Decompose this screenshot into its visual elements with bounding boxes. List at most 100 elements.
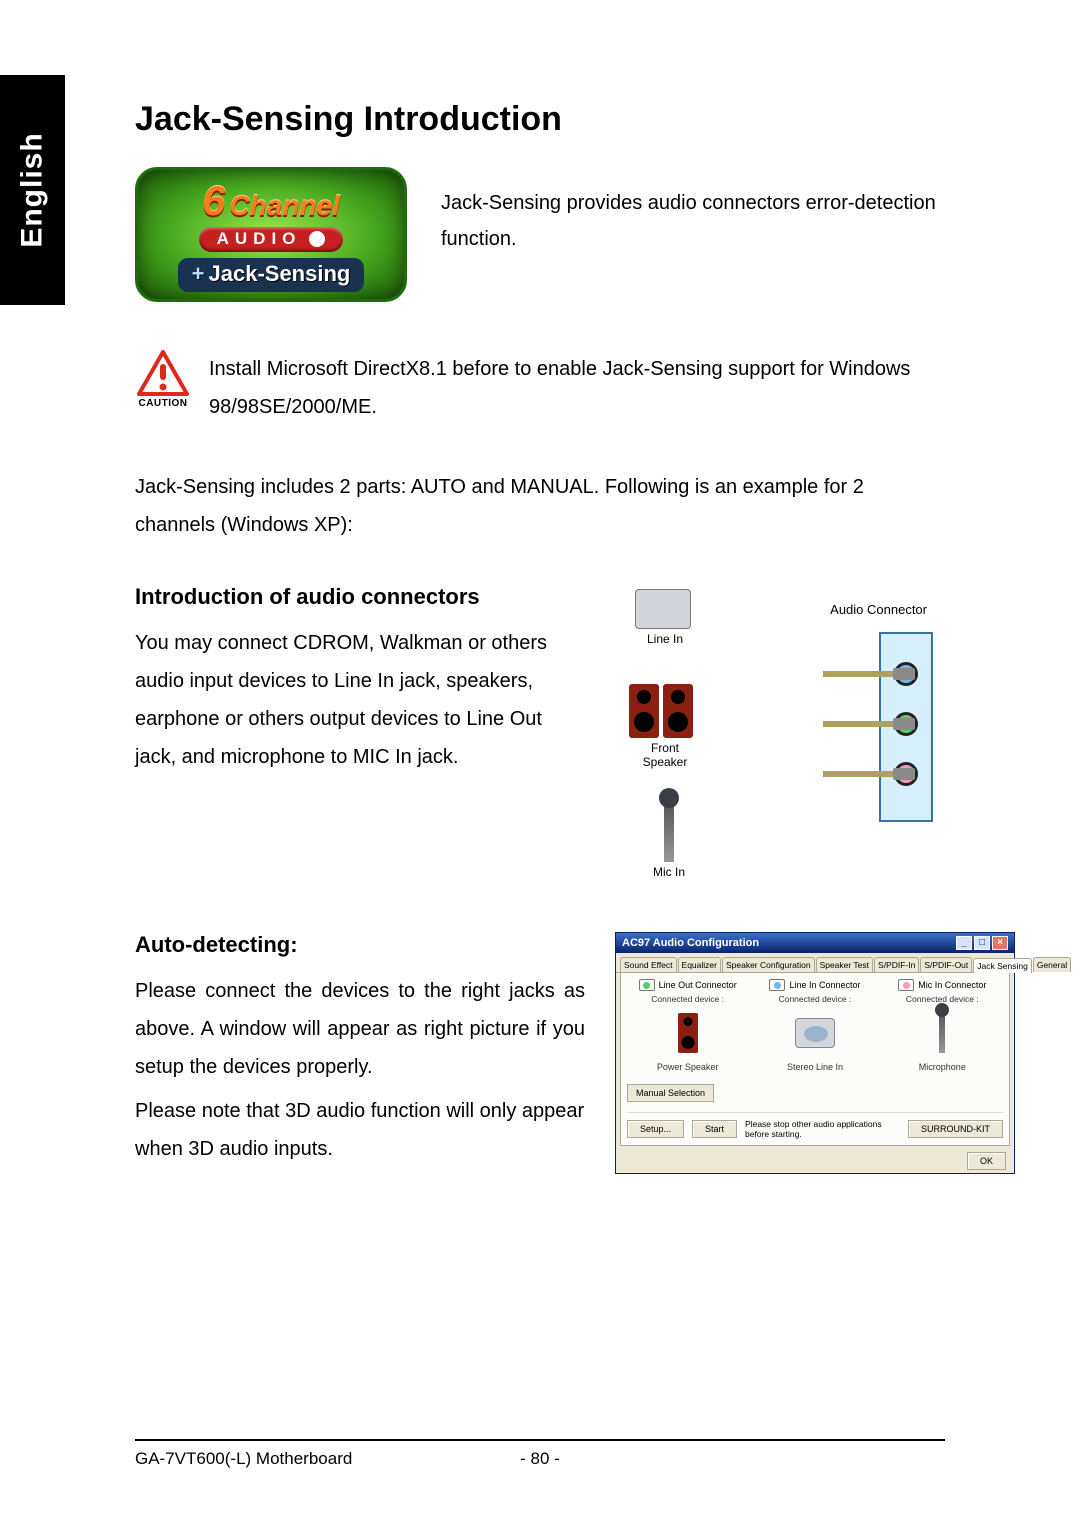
tab-strip: Sound Effect Equalizer Speaker Configura… bbox=[616, 953, 1014, 973]
language-label: English bbox=[16, 132, 50, 247]
caution-icon: CAUTION bbox=[135, 350, 191, 409]
mic-device: Mic In bbox=[641, 802, 697, 879]
start-button[interactable]: Start bbox=[692, 1120, 737, 1138]
autodetect-text-col: Auto-detecting: Please connect the devic… bbox=[135, 932, 585, 1174]
line-in-device: Stereo Line In bbox=[754, 1062, 875, 1072]
line-out-pic bbox=[627, 1008, 748, 1058]
connectors-text-col: Introduction of audio connectors You may… bbox=[135, 584, 585, 884]
note-text: Please stop other audio applications bef… bbox=[745, 1119, 900, 1139]
line-out-header: Line Out Connector bbox=[627, 979, 748, 991]
cdrom-device: Line In bbox=[635, 589, 695, 646]
line-out-jack-icon bbox=[639, 979, 655, 991]
two-parts-text: Jack-Sensing includes 2 parts: AUTO and … bbox=[135, 468, 945, 544]
six-channel-badge: 6 Channel AUDIO +Jack-Sensing bbox=[135, 167, 407, 302]
mic-in-jack-icon bbox=[898, 979, 914, 991]
line-out-header-text: Line Out Connector bbox=[659, 980, 737, 990]
language-side-tab: English bbox=[0, 75, 65, 305]
surround-kit-button[interactable]: SURROUND-KIT bbox=[908, 1120, 1003, 1138]
line-out-sub: Connected device : bbox=[627, 994, 748, 1004]
badge-jacksensing-label: Jack-Sensing bbox=[209, 261, 351, 286]
badge-six: 6 bbox=[202, 177, 225, 225]
line-in-text: Line In bbox=[635, 632, 695, 646]
setup-button[interactable]: Setup... bbox=[627, 1120, 684, 1138]
tab-general[interactable]: General bbox=[1033, 957, 1071, 972]
tab-jack-sensing[interactable]: Jack Sensing bbox=[973, 958, 1032, 973]
mic-in-header: Mic In Connector bbox=[882, 979, 1003, 991]
connectors-body: You may connect CDROM, Walkman or others… bbox=[135, 624, 585, 776]
connector-columns: Line Out Connector Connected device : Po… bbox=[627, 979, 1003, 1072]
connectors-diagram-col: Audio Connector Line In Front Speaker bbox=[615, 584, 945, 884]
caution-row: CAUTION Install Microsoft DirectX8.1 bef… bbox=[135, 350, 945, 426]
footer-left: GA-7VT600(-L) Motherboard bbox=[135, 1449, 480, 1469]
ok-row: OK bbox=[616, 1150, 1014, 1173]
line-out-device: Power Speaker bbox=[627, 1062, 748, 1072]
caution-text: Install Microsoft DirectX8.1 before to e… bbox=[209, 350, 945, 426]
ac97-window: AC97 Audio Configuration _ □ × Sound Eff… bbox=[615, 932, 1015, 1174]
page-title: Jack-Sensing Introduction bbox=[135, 100, 945, 139]
col-line-out: Line Out Connector Connected device : Po… bbox=[627, 979, 748, 1072]
connectors-diagram: Audio Connector Line In Front Speaker bbox=[615, 584, 945, 884]
badge-audio-label: AUDIO bbox=[217, 229, 302, 249]
footer-page-number: - 80 - bbox=[480, 1449, 600, 1469]
autodetect-screenshot-col: AC97 Audio Configuration _ □ × Sound Eff… bbox=[615, 932, 945, 1174]
window-title: AC97 Audio Configuration bbox=[622, 937, 759, 949]
line-out-plug bbox=[823, 721, 893, 727]
tab-sound-effect[interactable]: Sound Effect bbox=[620, 957, 677, 972]
window-buttons: _ □ × bbox=[956, 936, 1008, 950]
mic-in-device: Microphone bbox=[882, 1062, 1003, 1072]
front-speaker-text: Front Speaker bbox=[629, 741, 701, 769]
speaker-device: Front Speaker bbox=[629, 684, 701, 769]
autodetect-title: Auto-detecting: bbox=[135, 932, 585, 958]
speaker-icon bbox=[309, 231, 325, 247]
ac97-panel-body: Line Out Connector Connected device : Po… bbox=[620, 973, 1010, 1146]
bottom-button-row: Setup... Start Please stop other audio a… bbox=[627, 1112, 1003, 1139]
intro-row: 6 Channel AUDIO +Jack-Sensing Jack-Sensi… bbox=[135, 167, 945, 302]
minimize-button[interactable]: _ bbox=[956, 936, 972, 950]
caution-label: CAUTION bbox=[138, 398, 187, 409]
mic-in-header-text: Mic In Connector bbox=[918, 980, 986, 990]
line-in-header-text: Line In Connector bbox=[789, 980, 860, 990]
cdrom-icon bbox=[795, 1018, 835, 1048]
warning-triangle-icon bbox=[137, 350, 189, 396]
line-in-sub: Connected device : bbox=[754, 994, 875, 1004]
tab-speaker-test[interactable]: Speaker Test bbox=[816, 957, 873, 972]
badge-plus: + bbox=[192, 261, 205, 286]
manual-selection-button[interactable]: Manual Selection bbox=[627, 1084, 714, 1102]
tab-spdif-in[interactable]: S/PDIF-In bbox=[874, 957, 919, 972]
line-in-pic bbox=[754, 1008, 875, 1058]
autodetect-section: Auto-detecting: Please connect the devic… bbox=[135, 932, 945, 1174]
badge-channel-text: Channel bbox=[229, 190, 339, 222]
tab-speaker-config[interactable]: Speaker Configuration bbox=[722, 957, 815, 972]
mic-in-pic bbox=[882, 1008, 1003, 1058]
autodetect-body-p1: Please connect the devices to the right … bbox=[135, 972, 585, 1086]
mic-in-text: Mic In bbox=[641, 865, 697, 879]
badge-audio-pill: AUDIO bbox=[199, 227, 344, 252]
page-content: Jack-Sensing Introduction 6 Channel AUDI… bbox=[135, 100, 945, 1222]
connectors-title: Introduction of audio connectors bbox=[135, 584, 585, 610]
autodetect-body-p2: Please note that 3D audio function will … bbox=[135, 1092, 585, 1168]
mic-in-plug bbox=[823, 771, 893, 777]
speakers-icon bbox=[629, 684, 701, 738]
microphone-icon bbox=[939, 1013, 945, 1053]
speaker-icon bbox=[678, 1013, 698, 1053]
tab-spdif-out[interactable]: S/PDIF-Out bbox=[920, 957, 972, 972]
connectors-section: Introduction of audio connectors You may… bbox=[135, 584, 945, 884]
page-footer: GA-7VT600(-L) Motherboard - 80 - bbox=[135, 1439, 945, 1469]
close-button[interactable]: × bbox=[992, 936, 1008, 950]
intro-text: Jack-Sensing provides audio connectors e… bbox=[441, 167, 945, 257]
line-in-header: Line In Connector bbox=[754, 979, 875, 991]
microphone-icon bbox=[664, 802, 674, 862]
line-in-jack-icon bbox=[769, 979, 785, 991]
window-titlebar: AC97 Audio Configuration _ □ × bbox=[616, 933, 1014, 953]
maximize-button[interactable]: □ bbox=[974, 936, 990, 950]
footer-right bbox=[600, 1449, 945, 1469]
badge-jacksensing-pill: +Jack-Sensing bbox=[178, 258, 365, 292]
col-mic-in: Mic In Connector Connected device : Micr… bbox=[882, 979, 1003, 1072]
col-line-in: Line In Connector Connected device : Ste… bbox=[754, 979, 875, 1072]
badge-channel-line: 6 Channel bbox=[202, 177, 340, 225]
audio-connector-label: Audio Connector bbox=[830, 602, 927, 617]
ok-button[interactable]: OK bbox=[967, 1152, 1006, 1170]
line-in-plug bbox=[823, 671, 893, 677]
cdrom-icon bbox=[635, 589, 691, 629]
tab-equalizer[interactable]: Equalizer bbox=[678, 957, 721, 972]
